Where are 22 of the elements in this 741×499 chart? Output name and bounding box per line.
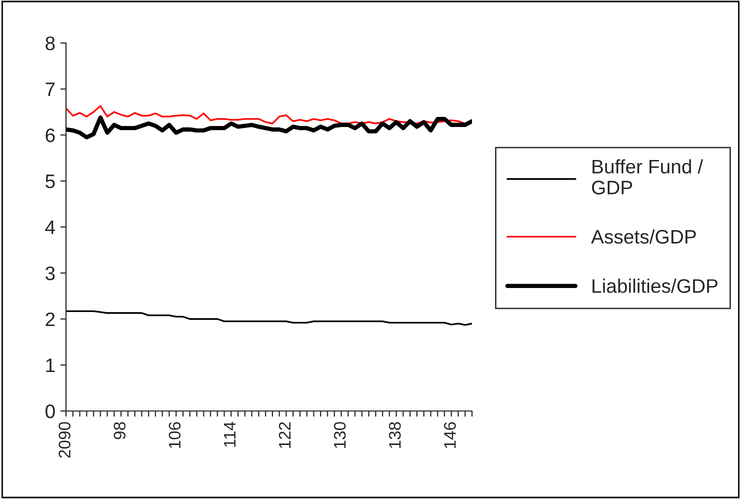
line-series xyxy=(66,310,472,326)
x-tick-label: 138 xyxy=(388,422,401,448)
y-tick-label: 8 xyxy=(46,36,55,50)
y-tick-label: 6 xyxy=(46,128,55,142)
y-tick-label: 7 xyxy=(46,82,55,96)
x-tick-label: 146 xyxy=(444,422,456,448)
legend-label: Assets/GDP xyxy=(591,229,696,244)
y-tick-label: 3 xyxy=(46,266,55,280)
y-tick-label: 5 xyxy=(46,174,55,188)
y-tick-label: 1 xyxy=(46,358,55,372)
x-tick-label: 122 xyxy=(278,422,291,448)
legend-label: Liabilities/GDP xyxy=(592,278,718,293)
line-series xyxy=(66,115,472,140)
x-tick-label: 98 xyxy=(114,422,126,440)
x-tick-label: 130 xyxy=(334,422,346,448)
y-tick-label: 2 xyxy=(46,312,55,326)
y-tick-label: 0 xyxy=(46,404,55,418)
y-tick-label: 4 xyxy=(45,220,56,234)
x-tick-label: 2090 xyxy=(58,422,70,458)
x-tick-label: 114 xyxy=(224,422,236,447)
legend-label: Buffer Fund / GDP xyxy=(592,159,704,194)
x-tick-label: 106 xyxy=(168,422,181,448)
